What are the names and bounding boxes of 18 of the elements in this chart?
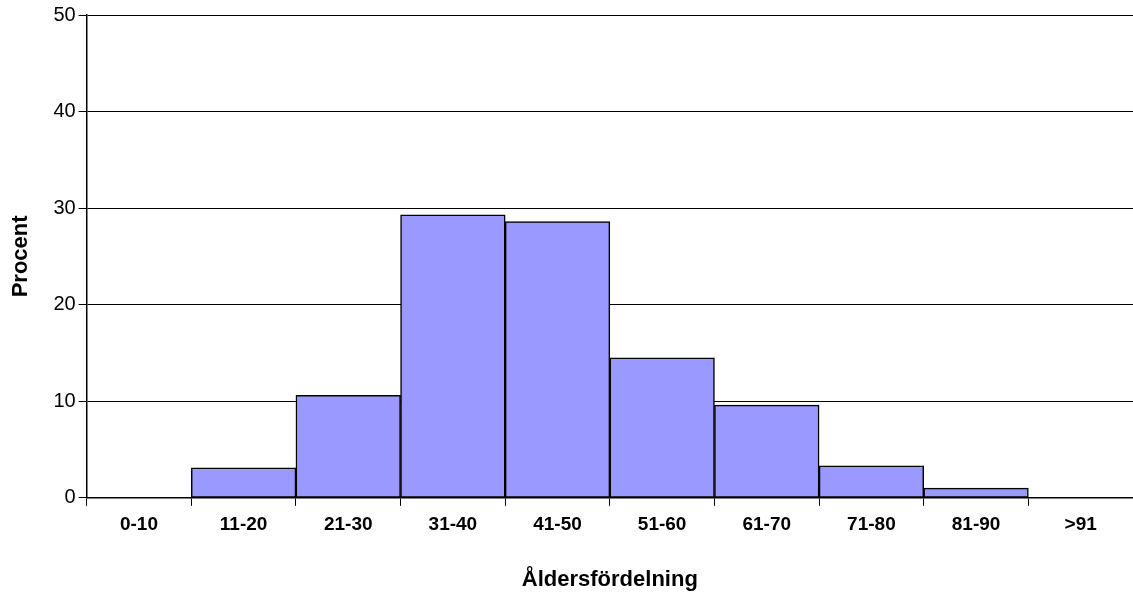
x-tick-label: 41-50 xyxy=(533,513,582,535)
y-tick-label: 20 xyxy=(53,292,76,315)
x-axis-title: Åldersfördelning xyxy=(521,564,698,591)
x-tick-label: 0-10 xyxy=(119,513,158,535)
x-tick-label: 51-60 xyxy=(637,513,687,535)
y-axis-title: Procent xyxy=(7,214,33,298)
y-tick-label: 0 xyxy=(64,485,76,508)
y-tick-label: 30 xyxy=(53,195,76,218)
x-tick-label: 31-40 xyxy=(428,513,478,535)
x-tick-label: >91 xyxy=(1064,513,1098,535)
y-tick-label: 10 xyxy=(53,388,76,411)
y-tick-label: 50 xyxy=(53,2,76,25)
x-tick-label: 61-70 xyxy=(742,513,792,535)
x-tick-label: 11-20 xyxy=(219,513,268,535)
x-tick-label: 21-30 xyxy=(323,513,373,535)
x-tick-label: 81-90 xyxy=(951,513,1001,535)
y-tick-label: 40 xyxy=(53,99,76,122)
x-tick-label: 71-80 xyxy=(847,513,896,535)
